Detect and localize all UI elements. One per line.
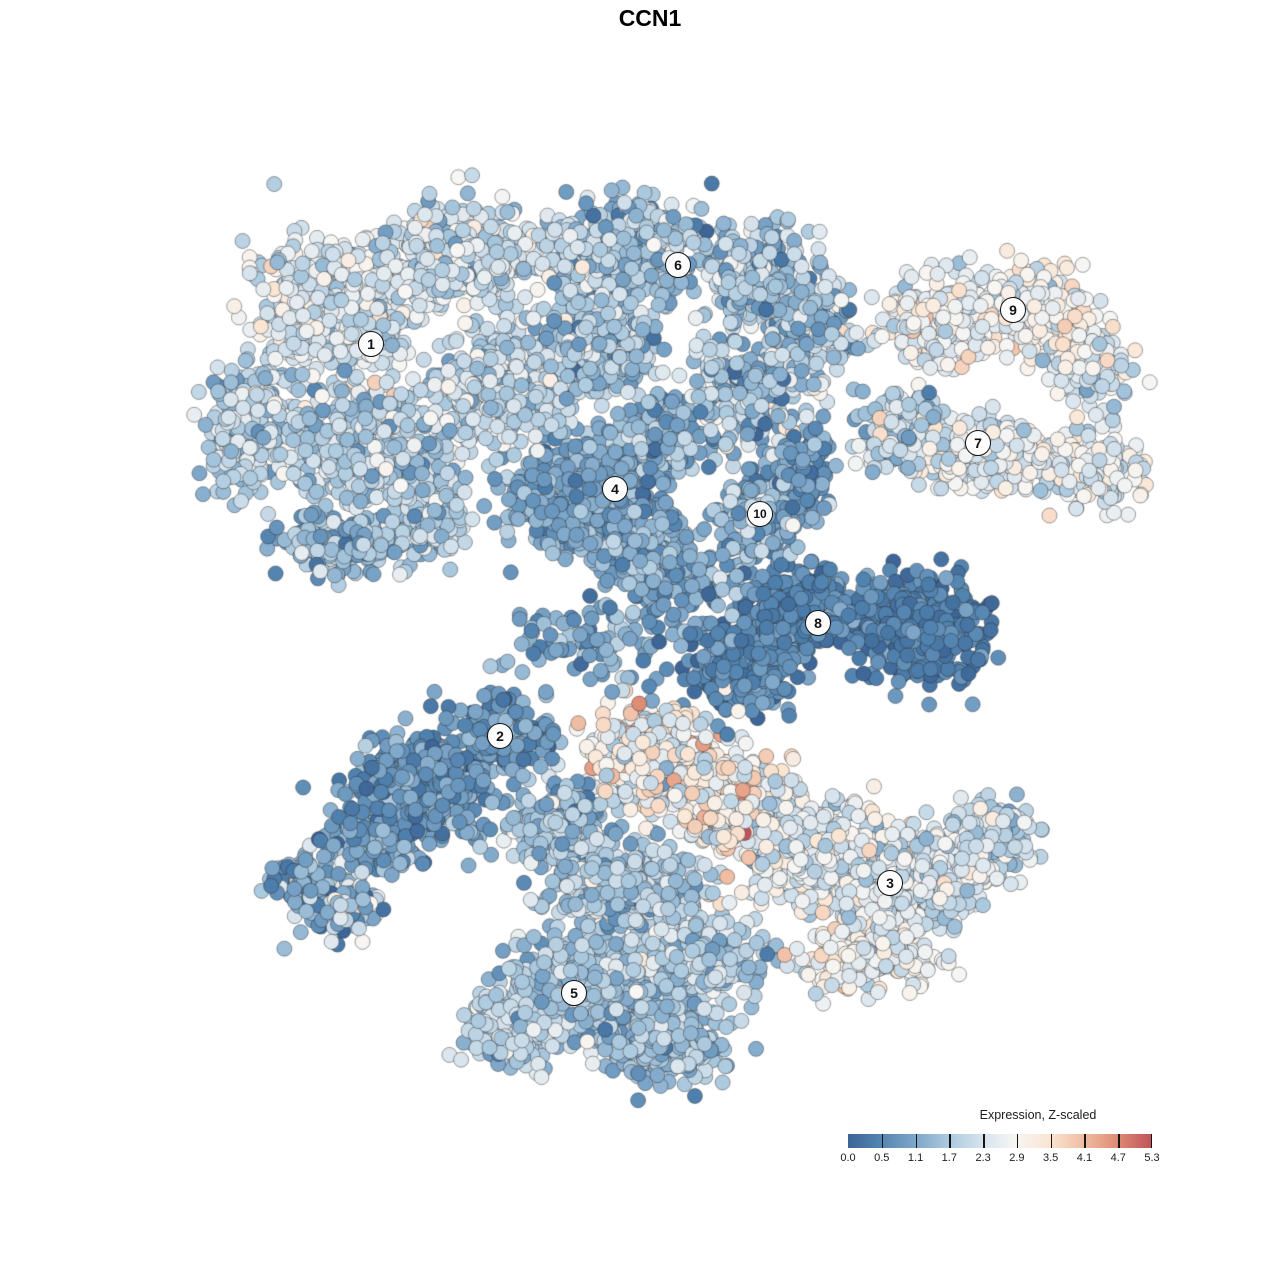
expression-legend: Expression, Z-scaled 0.0 0.5 1.1 1.7 2.3 2.9 3… bbox=[840, 1108, 1159, 1170]
legend-tick-label: 4.1 bbox=[1076, 1152, 1093, 1164]
legend-tick-mark bbox=[1084, 1134, 1086, 1148]
legend-tick-label: 3.5 bbox=[1043, 1152, 1059, 1164]
legend-tick-label: 1.1 bbox=[907, 1152, 924, 1164]
legend-tick-label: 2.3 bbox=[975, 1152, 991, 1164]
legend-title: Expression, Z-scaled bbox=[979, 1108, 1097, 1122]
legend-tick-label: 0.0 bbox=[840, 1152, 856, 1164]
legend-tick-mark bbox=[915, 1134, 918, 1148]
legend-tick-mark bbox=[1118, 1134, 1120, 1148]
legend-tick-label: 1.7 bbox=[941, 1152, 957, 1164]
legend-tick-label: 4.7 bbox=[1110, 1152, 1126, 1164]
legend-tick-label: 2.9 bbox=[1009, 1152, 1025, 1164]
legend-tick-mark bbox=[1016, 1134, 1019, 1148]
legend-tick-mark bbox=[1050, 1134, 1053, 1148]
legend-tick-mark bbox=[881, 1134, 884, 1148]
legend-tick-mark bbox=[983, 1134, 985, 1148]
legend-tick-label: 5.3 bbox=[1144, 1152, 1160, 1164]
legend-tick-mark bbox=[949, 1134, 951, 1148]
legend-tick-mark bbox=[1150, 1134, 1152, 1148]
legend-tick-labels: 0.0 0.5 1.1 1.7 2.3 2.9 3.5 4.1 4.7 5.3 bbox=[840, 1152, 1159, 1166]
legend-colorbar bbox=[848, 1134, 1152, 1148]
legend-tick-label: 0.5 bbox=[874, 1152, 890, 1164]
